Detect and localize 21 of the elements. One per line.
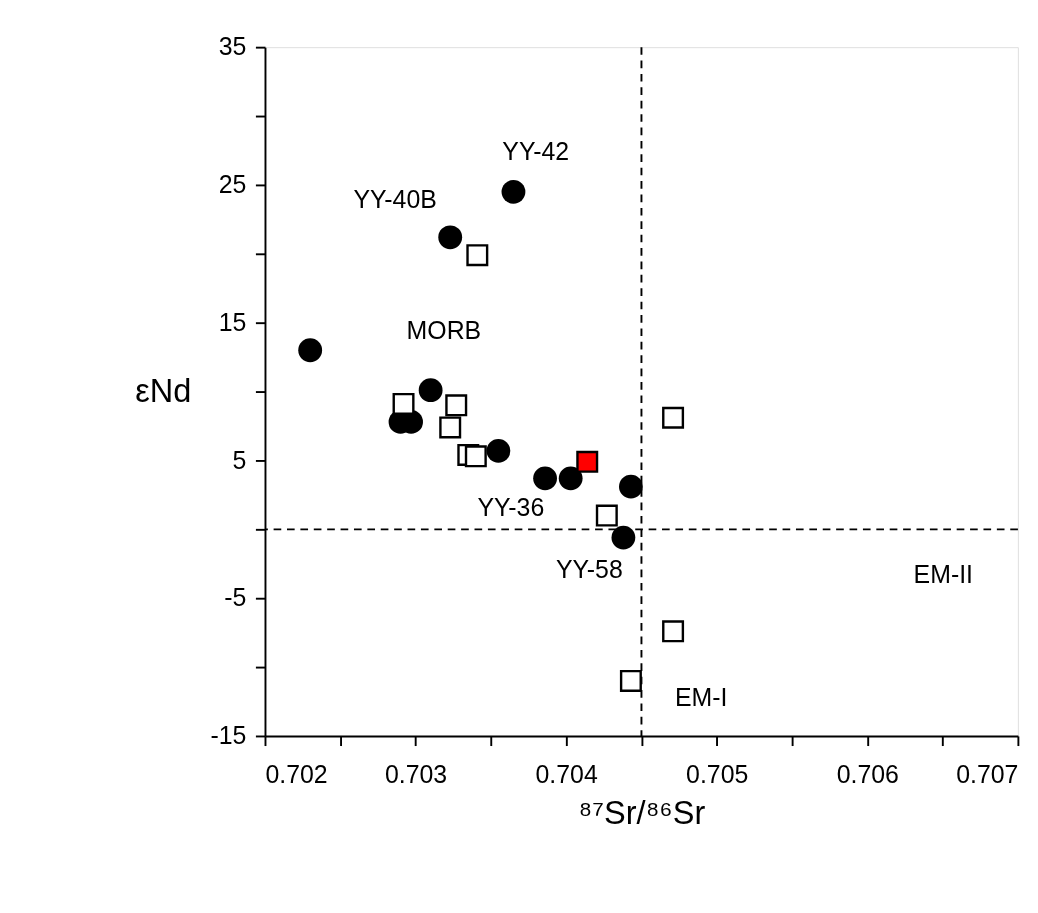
x-tick-label: 0.704: [535, 760, 598, 789]
y-tick-label: 5: [232, 445, 247, 474]
x-tick-label: 0.707: [956, 760, 1019, 789]
y-axis-title: εNd: [135, 372, 192, 409]
y-tick-label: 35: [218, 32, 247, 61]
annotation: EM-I: [675, 683, 728, 712]
annotation: YY-40B: [353, 184, 437, 213]
annotation: YY-36: [477, 492, 545, 521]
annotation: YY-58: [555, 555, 623, 584]
y-tick-label: -5: [224, 583, 247, 612]
annotation: EM-II: [913, 559, 973, 588]
x-tick-label: 0.705: [686, 760, 749, 789]
x-tick-label: 0.706: [836, 760, 899, 789]
y-tick-label: -15: [210, 721, 247, 750]
annotation: YY-42: [502, 137, 570, 166]
x-tick-label: 0.703: [384, 760, 448, 789]
annotation: MORB: [406, 315, 482, 344]
x-axis-title: ⁸⁷Sr/⁸⁶Sr: [578, 794, 706, 831]
y-tick-label: 15: [218, 307, 247, 336]
x-tick-label: 0.702: [265, 760, 328, 789]
y-tick-label: 25: [218, 170, 247, 199]
